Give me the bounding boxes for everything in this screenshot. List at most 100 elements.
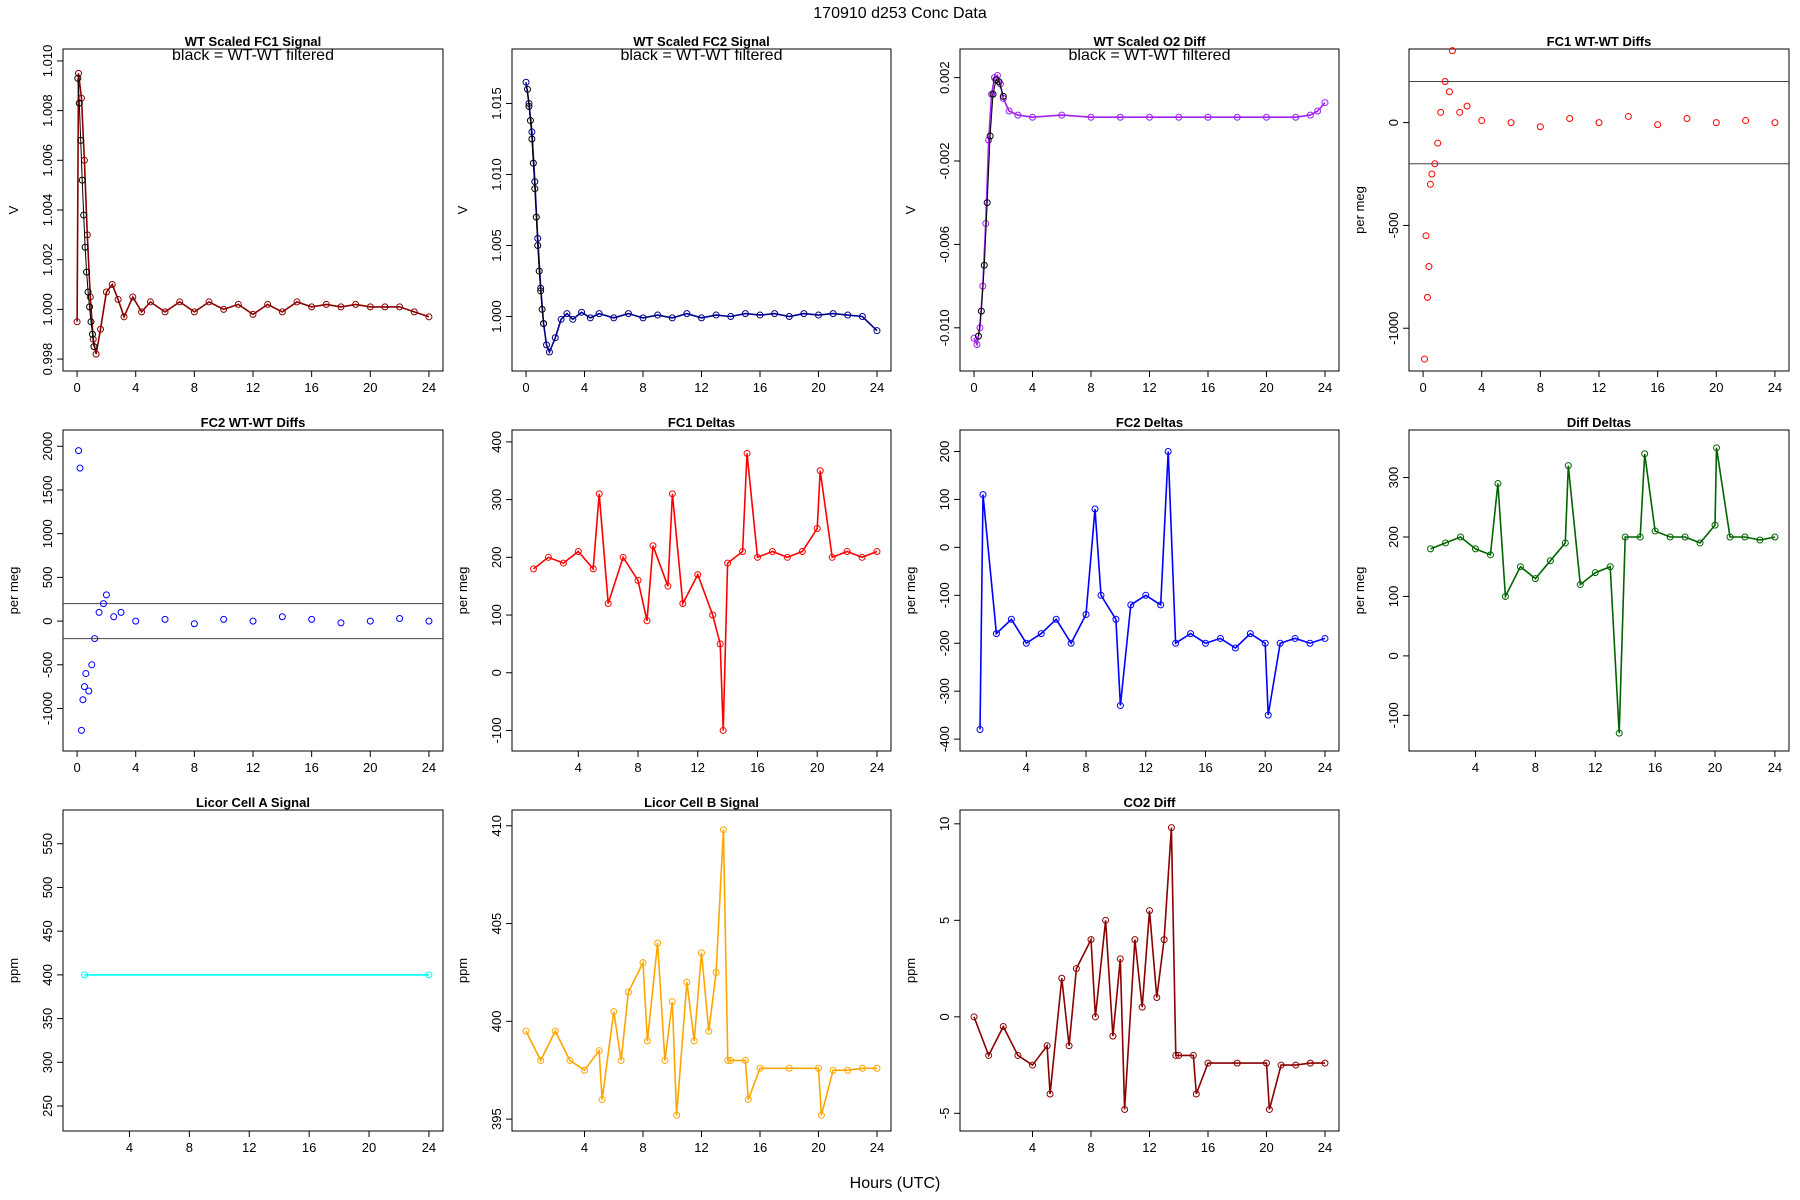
panel-title: WT Scaled FC2 Signal — [633, 34, 770, 49]
x-tick-label: 12 — [694, 1140, 708, 1155]
y-tick-label: -100 — [489, 717, 504, 743]
data-point — [768, 548, 776, 556]
data-point — [1321, 634, 1329, 642]
data-point — [992, 630, 1000, 638]
x-tick-label: 4 — [1029, 1140, 1036, 1155]
x-tick-label: 16 — [1648, 760, 1662, 775]
data-point — [1097, 591, 1105, 599]
x-tick-label: 24 — [870, 1140, 884, 1155]
x-tick-label: 8 — [639, 1140, 646, 1155]
data-point — [624, 310, 632, 318]
data-point — [1014, 111, 1022, 119]
data-point — [1321, 1059, 1329, 1067]
panel-licor-cell-b-signal: Licor Cell B Signal 4 8 12 16 20 24 395 400 405 41… — [455, 795, 892, 1155]
data-point — [829, 1066, 837, 1074]
plot-frame — [1408, 48, 1790, 372]
y-tick-label: -1000 — [1386, 312, 1401, 345]
data-point — [176, 298, 184, 306]
data-point — [337, 619, 345, 627]
data-point — [595, 490, 603, 498]
data-point — [1067, 639, 1075, 647]
y-tick-label: 1500 — [40, 476, 55, 505]
x-tick-label: 20 — [362, 1140, 376, 1155]
data-point — [1116, 702, 1124, 710]
data-point — [1292, 113, 1300, 121]
data-point — [586, 314, 594, 322]
data-point — [95, 608, 103, 616]
x-tick-label: 12 — [1592, 380, 1606, 395]
data-point — [1291, 634, 1299, 642]
data-point — [1216, 634, 1224, 642]
x-tick-label: 16 — [750, 760, 764, 775]
data-point — [712, 968, 720, 976]
data-point — [753, 553, 761, 561]
data-point — [532, 213, 540, 221]
data-point — [190, 620, 198, 628]
series-line — [973, 74, 1326, 348]
x-tick-label: 4 — [1472, 760, 1479, 775]
data-point — [1494, 480, 1502, 487]
data-point — [77, 726, 85, 734]
panel-licor-cell-a-signal: Licor Cell A Signal 4 8 12 16 20 24 250 300 350 40… — [6, 795, 444, 1155]
data-point — [741, 310, 749, 318]
y-tick-label: 200 — [1386, 526, 1401, 548]
y-tick-label: 500 — [40, 877, 55, 899]
x-tick-label: 12 — [242, 1140, 256, 1155]
data-point — [1428, 170, 1436, 178]
data-point — [873, 548, 881, 556]
data-point — [1007, 615, 1015, 623]
x-tick-label: 12 — [1142, 1140, 1156, 1155]
data-point — [264, 300, 272, 308]
data-point — [639, 959, 647, 967]
x-tick-label: 16 — [1201, 1140, 1215, 1155]
data-point — [366, 303, 374, 311]
data-point — [97, 325, 105, 333]
data-point — [873, 1064, 881, 1072]
y-axis-label: V — [6, 205, 21, 214]
plot-frame — [959, 429, 1340, 752]
data-point — [829, 310, 837, 318]
data-point — [1425, 263, 1433, 271]
data-point — [117, 608, 125, 616]
panel-fc2-wt-wt-diffs: FC2 WT-WT Diffs 0 4 8 12 16 20 24 -1000 -500 0 500 1… — [6, 415, 444, 775]
data-point — [1072, 965, 1080, 973]
x-tick-label: 0 — [522, 380, 529, 395]
data-point — [999, 92, 1007, 100]
data-point — [858, 1064, 866, 1072]
panel-title: Licor Cell A Signal — [196, 795, 310, 810]
data-point — [1175, 113, 1183, 121]
data-point — [1262, 113, 1270, 121]
data-point — [190, 308, 198, 316]
data-point — [83, 268, 91, 276]
data-point — [537, 287, 545, 295]
data-point — [1606, 563, 1614, 571]
data-point — [75, 69, 83, 77]
data-point — [79, 696, 87, 704]
data-point — [1713, 444, 1721, 452]
data-point — [1507, 119, 1515, 127]
data-point — [1306, 639, 1314, 647]
data-point — [973, 340, 981, 348]
data-point — [985, 1051, 993, 1059]
x-tick-label: 16 — [753, 1140, 767, 1155]
data-point — [1261, 639, 1269, 647]
data-point — [1233, 113, 1241, 121]
x-tick-label: 4 — [581, 380, 588, 395]
x-tick-label: 4 — [1478, 380, 1485, 395]
data-point — [1306, 1059, 1314, 1067]
y-tick-label: -0.006 — [937, 226, 952, 263]
data-point — [1037, 630, 1045, 638]
data-point — [1771, 119, 1779, 127]
y-tick-label: 1.006 — [40, 144, 55, 177]
x-tick-label: 20 — [810, 760, 824, 775]
data-point — [249, 310, 257, 318]
data-point — [132, 617, 140, 625]
data-point — [1292, 1061, 1300, 1069]
data-point — [705, 1027, 713, 1035]
data-point — [88, 661, 96, 669]
data-point — [1204, 113, 1212, 121]
data-point — [756, 311, 764, 319]
data-point — [1160, 936, 1168, 944]
